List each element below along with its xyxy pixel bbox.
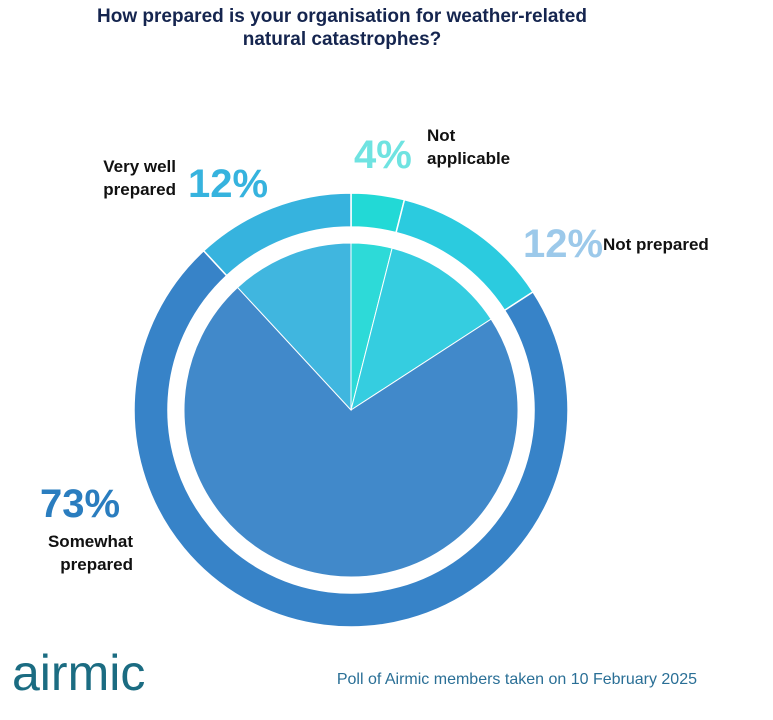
value-label: 73% [40, 482, 120, 526]
logo: airmic [12, 645, 145, 701]
category-label: Very well prepared [103, 157, 176, 199]
value-label: 12% [188, 162, 268, 206]
ring-slice [350, 192, 406, 234]
ring-slice [133, 249, 569, 628]
footer: Poll of Airmic members taken on 10 Febru… [337, 671, 697, 688]
chart-title: How prepared is your organisation for we… [97, 6, 587, 50]
category-label: Somewhat prepared [48, 532, 133, 574]
value-label: 12% [523, 222, 603, 266]
category-label: Not prepared [603, 235, 709, 254]
pie-slice [183, 286, 519, 578]
category-label: Not applicable [427, 126, 510, 168]
pie-slice [236, 242, 352, 412]
pie-slice [350, 247, 492, 412]
ring-slice [202, 192, 352, 277]
value-label: 4% [354, 133, 412, 177]
